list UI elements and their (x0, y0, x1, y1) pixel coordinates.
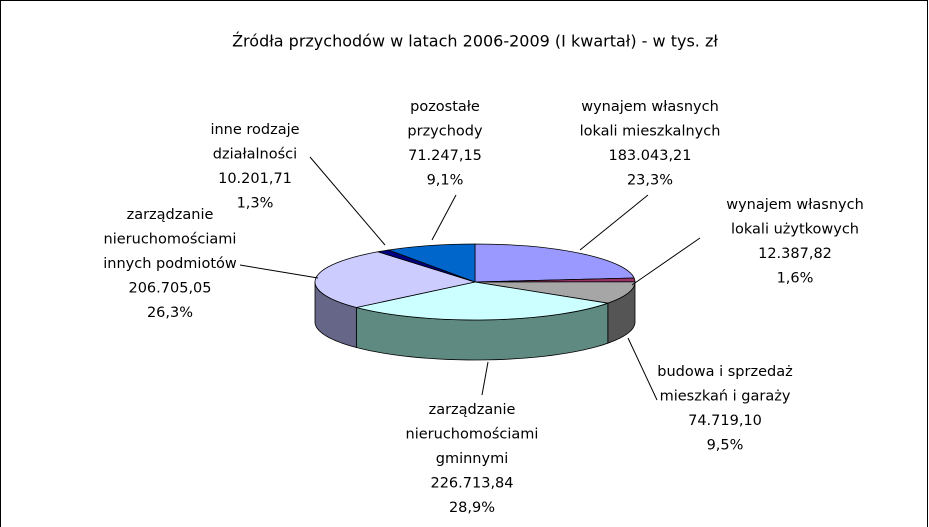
leader-line (579, 194, 649, 251)
slice-label: przychody (407, 124, 483, 140)
percent-label: 23,3% (627, 173, 673, 189)
slice (356, 281, 608, 321)
value-label: 10.201,71 (218, 171, 292, 187)
percent-label: 26,3% (147, 305, 193, 321)
slice-label: innych podmiotów (103, 256, 237, 272)
slice-label: pozostałe (410, 99, 480, 115)
slice-label: mieszkań i garaży (660, 389, 791, 405)
value-label: 71.247,15 (408, 148, 482, 164)
slice (314, 251, 477, 308)
value-label: 183.043,21 (608, 148, 691, 164)
slice-label: lokali użytkowych (731, 222, 859, 238)
value-label: 226.713,84 (430, 476, 513, 492)
percent-label: 9,5% (707, 438, 744, 454)
percent-label: 1,6% (777, 271, 814, 287)
value-label: 12.387,82 (758, 246, 832, 262)
percent-label: 28,9% (449, 500, 495, 516)
slice-label: wynajem własnych (726, 197, 864, 213)
slice-label: zarządzanie (127, 207, 214, 223)
chart-title: Źródła przychodów w latach 2006-2009 (I … (232, 32, 718, 51)
value-label: 74.719,10 (688, 413, 762, 429)
slice-label: budowa i sprzedaż (657, 364, 792, 380)
leader-line (627, 337, 658, 401)
slice-label: wynajem własnych (581, 99, 719, 115)
leader-line (431, 194, 457, 241)
value-label: 206.705,05 (128, 281, 211, 297)
percent-label: 1,3% (237, 196, 274, 212)
slice (474, 243, 635, 283)
leader-line (631, 237, 701, 286)
slice-label: lokali mieszkalnych (580, 124, 721, 140)
slice-label: nieruchomościami (104, 232, 237, 248)
leader-line (309, 156, 386, 246)
slice-label: nieruchomościami (406, 427, 539, 443)
leader-line (481, 361, 489, 396)
slice-label: zarządzanie (429, 402, 516, 418)
percent-label: 9,1% (427, 173, 464, 189)
slice-label: gminnymi (436, 451, 508, 467)
slice (387, 243, 476, 283)
leader-line (239, 264, 319, 279)
slice-label: działalności (213, 147, 297, 163)
slice-label: inne rodzaje (210, 122, 299, 138)
